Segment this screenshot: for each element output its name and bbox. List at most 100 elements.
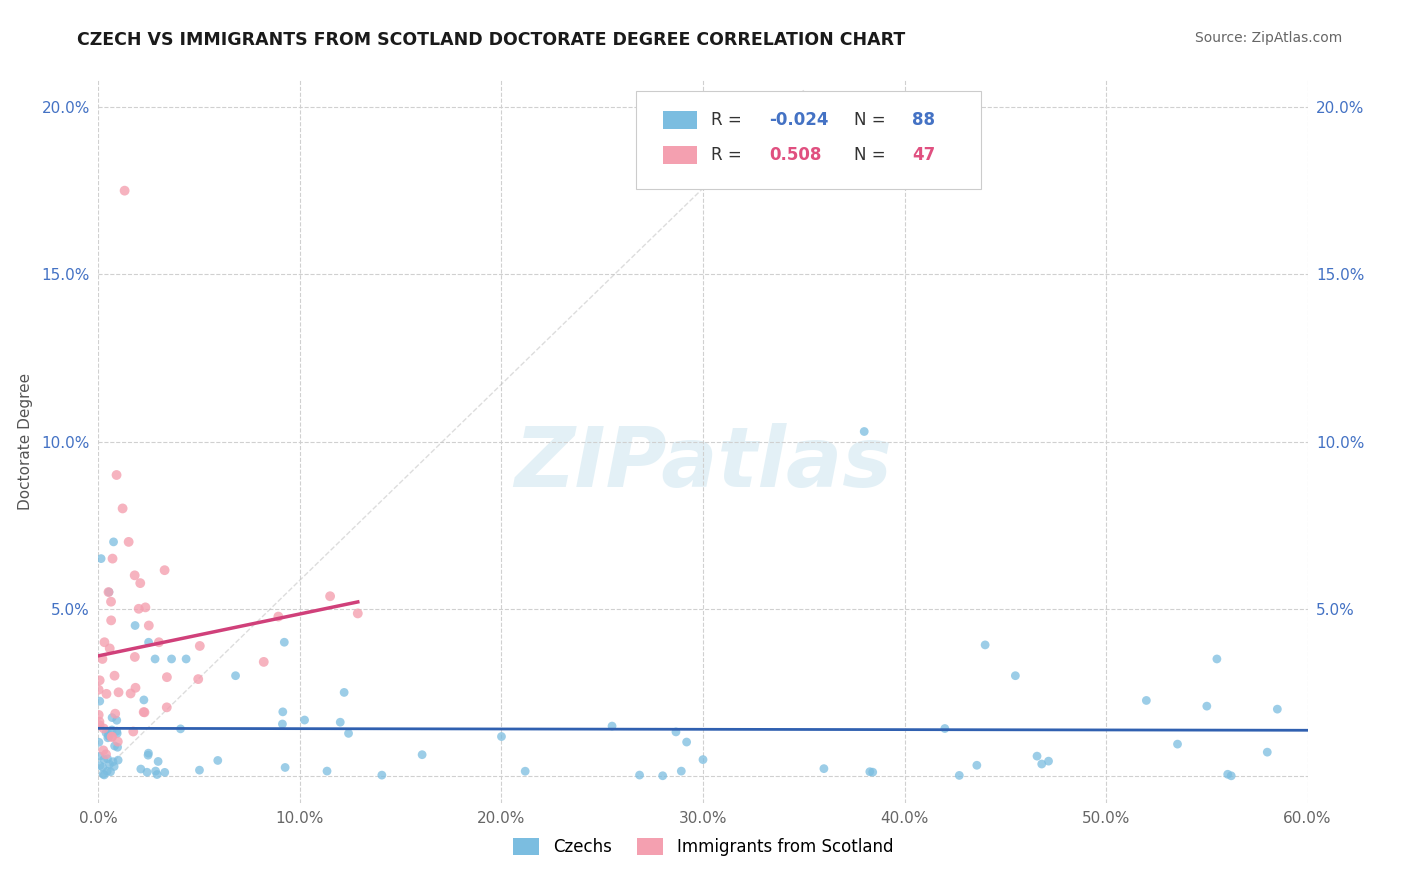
Point: [98, 757, 121, 772]
Point: [1031, 757, 1053, 772]
Point: [160, 652, 183, 666]
Point: [107, 740, 129, 755]
Point: [491, 730, 513, 744]
Text: -0.024: -0.024: [769, 111, 830, 129]
Point: [146, 767, 169, 781]
Point: [89, 673, 111, 688]
Point: [169, 722, 191, 736]
Point: [97, 726, 120, 740]
Point: [1026, 749, 1049, 764]
Point: [271, 717, 294, 731]
Text: 47: 47: [912, 145, 935, 164]
Point: [966, 758, 988, 772]
Point: [87, 682, 110, 697]
Point: [974, 638, 997, 652]
Point: [188, 639, 211, 653]
Point: [346, 607, 368, 621]
Text: CZECH VS IMMIGRANTS FROM SCOTLAND DOCTORATE DEGREE CORRELATION CHART: CZECH VS IMMIGRANTS FROM SCOTLAND DOCTOR…: [77, 31, 905, 49]
Point: [148, 635, 170, 649]
Point: [134, 706, 156, 720]
Point: [132, 693, 155, 707]
Point: [103, 759, 125, 773]
Point: [1004, 669, 1026, 683]
Point: [207, 754, 229, 768]
Point: [138, 746, 160, 760]
Point: [665, 725, 688, 739]
Point: [107, 685, 129, 699]
Point: [105, 713, 128, 727]
Point: [145, 764, 167, 778]
Point: [1206, 652, 1229, 666]
Text: N =: N =: [855, 111, 891, 129]
Point: [153, 765, 176, 780]
Point: [105, 467, 128, 482]
Point: [104, 706, 127, 721]
Point: [187, 672, 209, 686]
Point: [253, 655, 276, 669]
Point: [274, 760, 297, 774]
Point: [89, 749, 111, 764]
Point: [225, 669, 247, 683]
Point: [1216, 767, 1239, 781]
Point: [103, 534, 125, 549]
Point: [1195, 699, 1218, 714]
Point: [114, 184, 136, 198]
Point: [188, 763, 211, 777]
Point: [101, 755, 124, 769]
Point: [104, 739, 127, 753]
Legend: Czechs, Immigrants from Scotland: Czechs, Immigrants from Scotland: [506, 831, 900, 863]
Point: [156, 670, 179, 684]
Point: [93, 752, 115, 766]
Point: [101, 723, 124, 737]
Point: [1256, 745, 1278, 759]
Y-axis label: Doctorate Degree: Doctorate Degree: [18, 373, 34, 510]
Point: [100, 595, 122, 609]
Point: [671, 764, 693, 778]
Point: [138, 618, 160, 632]
Point: [93, 635, 115, 649]
Point: [96, 764, 118, 779]
Text: 88: 88: [912, 111, 935, 129]
Point: [124, 681, 146, 695]
Point: [411, 747, 433, 762]
Point: [129, 762, 152, 776]
Point: [89, 694, 111, 708]
Text: R =: R =: [711, 111, 748, 129]
Point: [89, 758, 111, 772]
Point: [120, 686, 142, 700]
Point: [134, 600, 156, 615]
Point: [129, 576, 152, 591]
Point: [1166, 737, 1188, 751]
Point: [333, 685, 356, 699]
Text: R =: R =: [711, 145, 752, 164]
Point: [146, 755, 169, 769]
Point: [111, 501, 134, 516]
Point: [107, 753, 129, 767]
Point: [118, 534, 141, 549]
Point: [90, 551, 112, 566]
Point: [124, 649, 146, 664]
Point: [89, 718, 111, 732]
Point: [337, 726, 360, 740]
Point: [87, 707, 110, 722]
Point: [122, 724, 145, 739]
Point: [600, 719, 623, 733]
Point: [91, 652, 114, 666]
Point: [136, 748, 159, 763]
Point: [89, 714, 111, 729]
Point: [98, 729, 121, 743]
Point: [267, 609, 290, 624]
Point: [98, 641, 121, 656]
Point: [94, 747, 117, 762]
Point: [153, 563, 176, 577]
Point: [87, 735, 110, 749]
Text: Source: ZipAtlas.com: Source: ZipAtlas.com: [1195, 31, 1343, 45]
Point: [1135, 693, 1157, 707]
Point: [651, 769, 673, 783]
Point: [128, 601, 150, 615]
Point: [91, 760, 114, 774]
Point: [97, 585, 120, 599]
Point: [948, 768, 970, 782]
Text: 0.508: 0.508: [769, 145, 823, 164]
FancyBboxPatch shape: [664, 111, 697, 129]
